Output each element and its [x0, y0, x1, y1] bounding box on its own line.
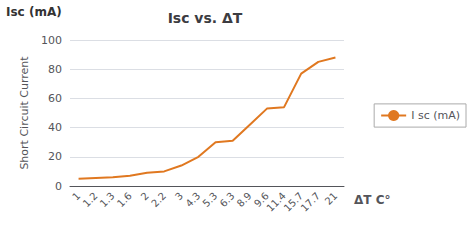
- svg-text:40: 40: [48, 121, 62, 134]
- svg-text:Isc vs. ΔT: Isc vs. ΔT: [168, 10, 243, 26]
- svg-text:2.2: 2.2: [149, 190, 168, 209]
- svg-text:Short Circuit Current: Short Circuit Current: [18, 56, 31, 170]
- svg-text:21: 21: [323, 190, 340, 207]
- svg-text:9.6: 9.6: [251, 190, 271, 210]
- svg-text:11.4: 11.4: [264, 190, 288, 214]
- svg-text:17.7: 17.7: [299, 190, 323, 214]
- svg-text:3: 3: [172, 190, 186, 203]
- svg-text:Isc (mA): Isc (mA): [6, 5, 62, 19]
- svg-text:1.3: 1.3: [98, 190, 117, 209]
- svg-text:I sc (mA): I sc (mA): [411, 109, 460, 122]
- svg-text:15.7: 15.7: [281, 190, 306, 214]
- svg-text:80: 80: [48, 63, 62, 76]
- svg-text:60: 60: [48, 92, 62, 105]
- svg-text:2: 2: [138, 190, 151, 203]
- svg-text:100: 100: [41, 34, 62, 47]
- svg-text:ΔT C°: ΔT C°: [354, 193, 390, 207]
- svg-text:4.3: 4.3: [183, 190, 202, 209]
- svg-text:5.3: 5.3: [200, 190, 219, 209]
- svg-text:1.6: 1.6: [115, 190, 134, 209]
- svg-text:8.9: 8.9: [235, 190, 254, 209]
- svg-text:20: 20: [48, 150, 62, 163]
- svg-text:1.2: 1.2: [81, 190, 100, 209]
- svg-text:1: 1: [70, 190, 83, 203]
- svg-text:6.3: 6.3: [218, 190, 237, 209]
- svg-text:0: 0: [55, 180, 62, 193]
